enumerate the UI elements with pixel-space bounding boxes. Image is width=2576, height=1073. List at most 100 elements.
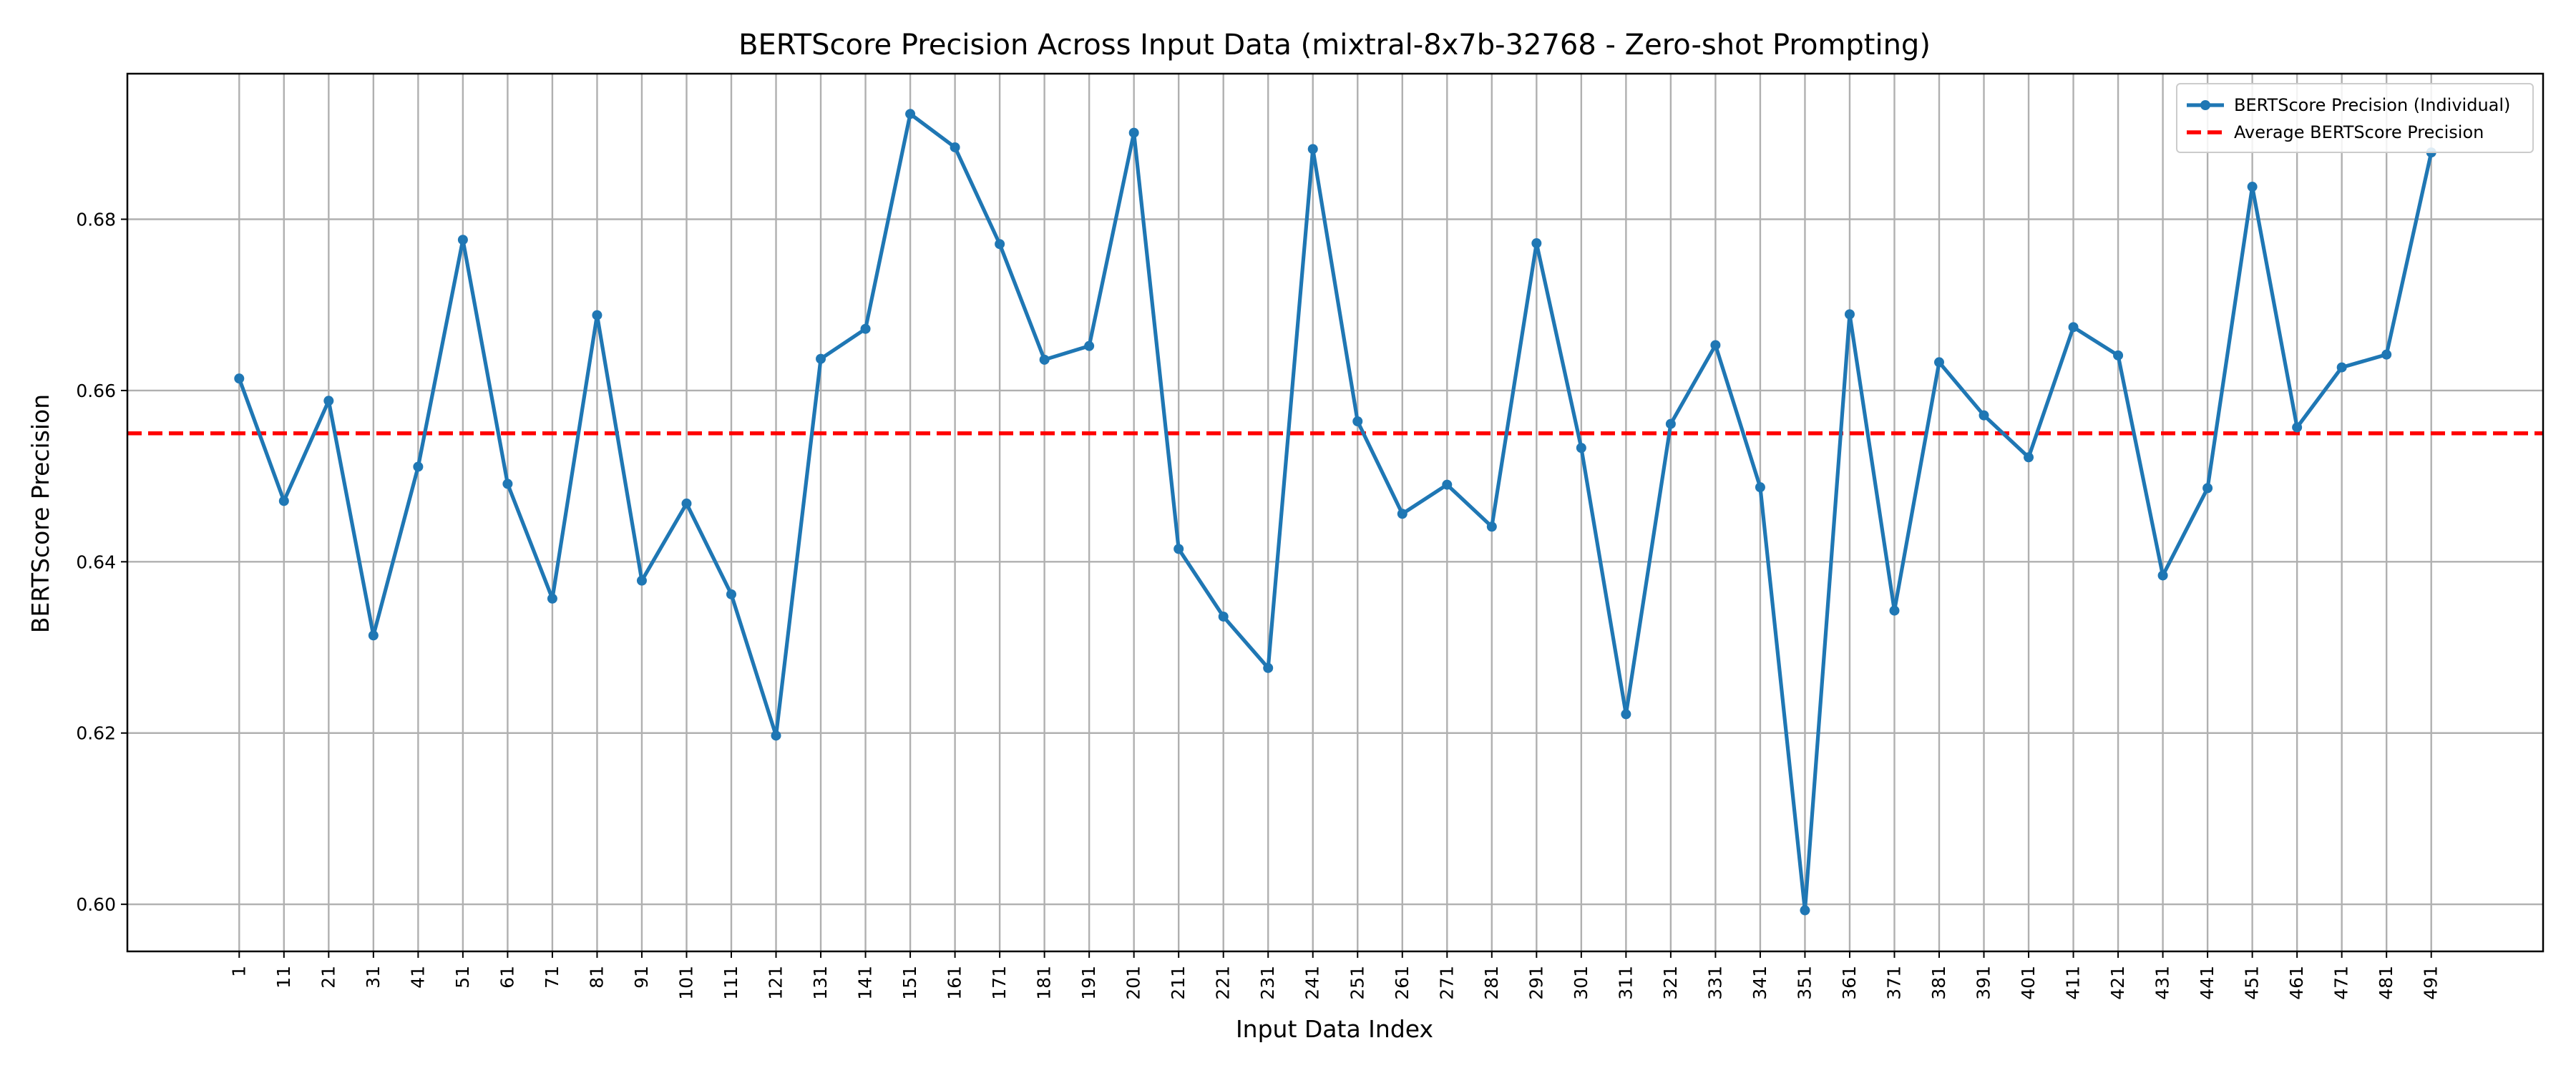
- x-tick-label: 241: [1302, 966, 1323, 1000]
- data-point: [1621, 709, 1631, 720]
- data-point: [726, 589, 736, 599]
- x-tick-label: 231: [1257, 966, 1278, 1000]
- x-tick-label: 411: [2063, 966, 2084, 1000]
- x-tick-label: 271: [1436, 966, 1457, 1000]
- x-tick-label: 51: [452, 966, 473, 989]
- x-tick-label: 391: [1974, 966, 1994, 1000]
- x-tick-label: 461: [2286, 966, 2307, 1000]
- data-point: [1934, 357, 1944, 368]
- data-point: [2292, 422, 2303, 433]
- x-tick-label: 171: [989, 966, 1010, 1000]
- x-tick-label: 431: [2152, 966, 2173, 1000]
- data-point: [323, 396, 334, 406]
- x-tick-label: 361: [1839, 966, 1860, 1000]
- data-point: [905, 109, 916, 119]
- x-tick-label: 261: [1392, 966, 1413, 1000]
- x-tick-label: 151: [899, 966, 920, 1000]
- x-tick-label: 381: [1928, 966, 1949, 1000]
- y-tick-label: 0.68: [76, 210, 116, 230]
- data-point: [547, 593, 557, 604]
- x-tick-label: 111: [721, 966, 741, 1000]
- x-tick-label: 1: [228, 966, 249, 977]
- y-axis-label: BERTScore Precision: [26, 394, 54, 633]
- legend-box: [2176, 83, 2534, 153]
- data-point: [1576, 443, 1586, 454]
- x-tick-label: 61: [497, 966, 517, 989]
- data-point: [2068, 322, 2079, 333]
- x-tick-label: 91: [631, 966, 652, 989]
- x-tick-label: 371: [1883, 966, 1904, 1000]
- x-tick-label: 291: [1526, 966, 1546, 1000]
- x-tick-label: 341: [1750, 966, 1770, 1000]
- data-point: [1352, 416, 1363, 427]
- data-point: [1218, 611, 1229, 622]
- x-tick-label: 331: [1704, 966, 1725, 1000]
- data-point: [368, 630, 379, 641]
- legend-marker-individual: [2200, 100, 2210, 110]
- data-point: [457, 235, 468, 245]
- x-tick-label: 421: [2107, 966, 2128, 1000]
- data-point: [1755, 482, 1765, 493]
- data-point: [1665, 418, 1676, 429]
- legend-label-average: Average BERTScore Precision: [2234, 122, 2484, 142]
- y-tick-label: 0.60: [76, 894, 116, 915]
- plot-area: 1 11 21 31 41 51 61 71 81 91 101 111 121 131 141 151 161…: [76, 72, 2545, 1000]
- data-point: [1979, 410, 1989, 421]
- data-point: [2157, 570, 2168, 581]
- x-tick-label: 181: [1034, 966, 1055, 1000]
- data-point: [2381, 349, 2392, 360]
- data-point: [681, 498, 692, 509]
- legend-label-individual: BERTScore Precision (Individual): [2234, 95, 2510, 115]
- y-tick-label: 0.62: [76, 723, 116, 744]
- x-axis-label: Input Data Index: [1236, 1015, 1433, 1043]
- data-point: [413, 461, 424, 472]
- x-tick-label: 31: [363, 966, 384, 989]
- data-point: [995, 239, 1005, 250]
- data-point: [1844, 309, 1855, 320]
- x-tick-label: 121: [766, 966, 786, 1000]
- axes-frame: [126, 72, 2545, 953]
- x-tick-label: 191: [1078, 966, 1099, 1000]
- y-tick-label: 0.66: [76, 381, 116, 401]
- data-point: [816, 353, 826, 364]
- x-tick-label: 71: [542, 966, 562, 989]
- x-tick-label: 491: [2421, 966, 2441, 1000]
- data-point: [950, 142, 960, 152]
- data-point: [771, 730, 781, 741]
- x-tick-label: 141: [855, 966, 876, 1000]
- x-tick-label: 161: [945, 966, 965, 1000]
- data-point: [636, 575, 647, 586]
- data-point: [2247, 182, 2258, 192]
- data-point: [234, 373, 245, 384]
- data-point: [2202, 483, 2213, 494]
- series-line: [237, 112, 2434, 913]
- data-point: [1486, 521, 1497, 532]
- x-tick-label: 81: [586, 966, 607, 989]
- data-point: [1442, 479, 1453, 490]
- x-tick-label: 251: [1347, 966, 1367, 1000]
- data-point: [1531, 238, 1542, 249]
- x-tick-label: 321: [1660, 966, 1681, 1000]
- x-tick-label: 281: [1481, 966, 1502, 1000]
- data-point: [1128, 127, 1139, 138]
- legend: BERTScore Precision (Individual) Average …: [2176, 83, 2534, 153]
- chart-title: BERTScore Precision Across Input Data (m…: [738, 29, 1931, 62]
- data-point: [1889, 605, 1900, 616]
- data-point: [1039, 354, 1050, 365]
- x-tick-label: 351: [1794, 966, 1815, 1000]
- x-tick-label: 101: [675, 966, 696, 1000]
- y-tick-label: 0.64: [76, 552, 116, 572]
- data-point: [860, 323, 871, 334]
- x-tick-label: 11: [273, 966, 294, 989]
- x-tick-label: 471: [2331, 966, 2352, 1000]
- x-tick-label: 301: [1571, 966, 1591, 1000]
- data-point: [1800, 905, 1810, 916]
- data-point: [502, 479, 513, 489]
- data-point: [2336, 362, 2347, 373]
- x-tick-label: 41: [407, 966, 428, 989]
- x-tick-label: 451: [2242, 966, 2263, 1000]
- x-tick-label: 311: [1615, 966, 1636, 1000]
